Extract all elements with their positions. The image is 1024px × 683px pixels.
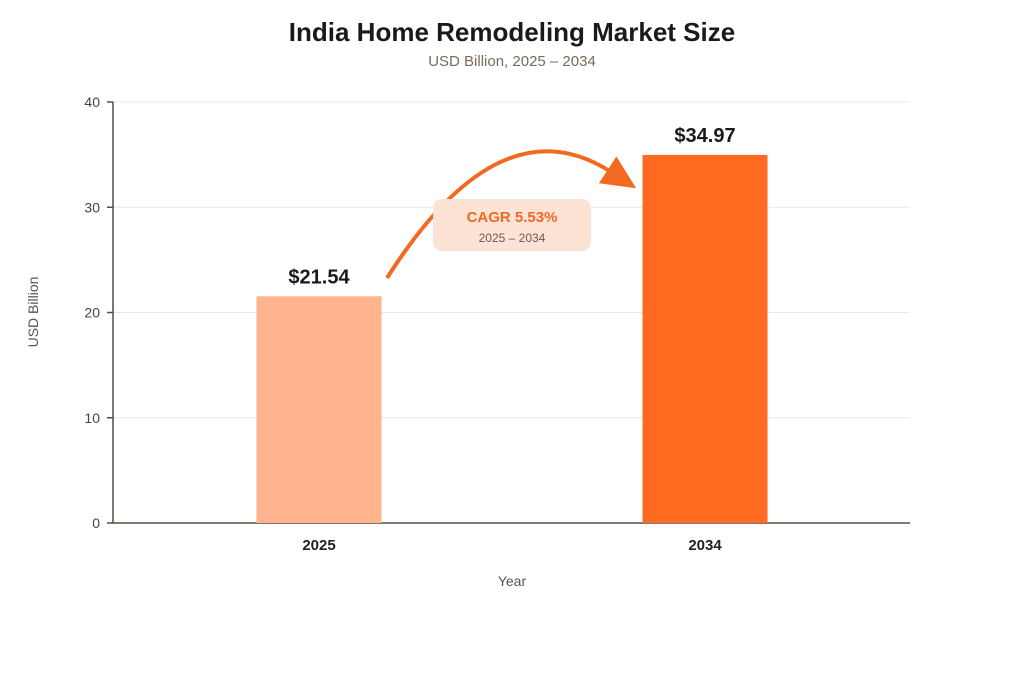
chart-title: India Home Remodeling Market Size xyxy=(289,17,735,47)
y-axis-title: USD Billion xyxy=(25,277,41,348)
cagr-arrow xyxy=(385,149,637,280)
y-tick-label: 0 xyxy=(92,515,100,531)
gridlines xyxy=(113,101,910,419)
x-axis-ticks: 2025 2034 xyxy=(302,537,722,554)
y-axis-ticks: 0 10 20 30 40 xyxy=(84,94,113,531)
y-tick-label: 10 xyxy=(84,410,100,426)
cagr-period: 2025 – 2034 xyxy=(479,231,546,245)
y-tick-label: 20 xyxy=(84,305,100,321)
x-axis-title: Year xyxy=(498,573,527,589)
cagr-box xyxy=(433,199,591,251)
data-labels: $21.54 $34.97 xyxy=(288,125,735,288)
y-tick-label: 30 xyxy=(84,199,100,215)
chart-subtitle: USD Billion, 2025 – 2034 xyxy=(428,53,596,70)
x-tick-label-2034: 2034 xyxy=(688,537,722,554)
data-label-2025: $21.54 xyxy=(288,266,350,288)
cagr-annotation: CAGR 5.53% 2025 – 2034 xyxy=(385,149,637,280)
bar-2034 xyxy=(642,154,768,524)
y-tick-label: 40 xyxy=(84,94,100,110)
bars xyxy=(256,154,768,524)
cagr-label: CAGR 5.53% xyxy=(467,209,558,226)
x-tick-label-2025: 2025 xyxy=(302,537,335,554)
bar-2025 xyxy=(256,296,382,523)
data-label-2034: $34.97 xyxy=(674,125,735,147)
